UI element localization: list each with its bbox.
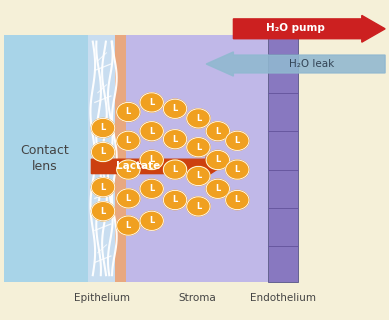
Circle shape xyxy=(187,109,210,128)
Text: L: L xyxy=(172,104,178,113)
Text: L: L xyxy=(100,148,106,156)
Circle shape xyxy=(140,179,163,198)
Text: H₂O leak: H₂O leak xyxy=(289,59,334,69)
Text: L: L xyxy=(100,124,106,132)
Circle shape xyxy=(163,190,187,210)
Text: L: L xyxy=(172,135,178,144)
FancyArrow shape xyxy=(91,156,222,176)
Circle shape xyxy=(117,216,140,235)
Circle shape xyxy=(206,179,230,198)
Text: L: L xyxy=(215,184,221,193)
Circle shape xyxy=(206,150,230,170)
Circle shape xyxy=(140,93,163,112)
Circle shape xyxy=(187,138,210,157)
Text: L: L xyxy=(100,183,106,192)
Circle shape xyxy=(117,102,140,122)
Circle shape xyxy=(140,211,163,230)
Text: Stroma: Stroma xyxy=(178,293,216,303)
Text: Contact
lens: Contact lens xyxy=(20,144,69,173)
Text: L: L xyxy=(172,196,178,204)
Bar xyxy=(268,35,298,282)
Circle shape xyxy=(226,160,249,179)
Text: L: L xyxy=(149,127,154,136)
Text: L: L xyxy=(196,143,201,152)
Text: L: L xyxy=(235,165,240,174)
FancyArrow shape xyxy=(206,52,385,76)
Circle shape xyxy=(206,122,230,141)
Text: L: L xyxy=(126,165,131,174)
Circle shape xyxy=(187,166,210,186)
Text: L: L xyxy=(149,216,154,225)
Bar xyxy=(126,35,268,282)
Circle shape xyxy=(91,142,115,162)
Text: L: L xyxy=(235,196,240,204)
Circle shape xyxy=(140,122,163,141)
Bar xyxy=(4,35,88,282)
Circle shape xyxy=(226,190,249,210)
Circle shape xyxy=(163,130,187,149)
Circle shape xyxy=(117,160,140,179)
Text: H₂O pump: H₂O pump xyxy=(266,23,325,33)
Circle shape xyxy=(91,202,115,221)
Bar xyxy=(88,35,117,282)
Text: Lactate: Lactate xyxy=(116,161,160,172)
Text: L: L xyxy=(126,136,131,145)
Circle shape xyxy=(117,189,140,208)
Text: L: L xyxy=(196,172,201,180)
Circle shape xyxy=(140,150,163,170)
Circle shape xyxy=(117,131,140,150)
Circle shape xyxy=(163,99,187,118)
Text: L: L xyxy=(100,207,106,216)
Text: L: L xyxy=(215,156,221,164)
Text: Endothelium: Endothelium xyxy=(250,293,316,303)
FancyArrow shape xyxy=(233,15,385,42)
Circle shape xyxy=(187,197,210,216)
Text: L: L xyxy=(196,202,201,211)
Text: L: L xyxy=(149,156,154,164)
Text: Epithelium: Epithelium xyxy=(74,293,130,303)
Circle shape xyxy=(91,178,115,197)
Text: L: L xyxy=(149,98,154,107)
Text: L: L xyxy=(172,165,178,174)
Text: L: L xyxy=(196,114,201,123)
Text: L: L xyxy=(215,127,221,136)
Bar xyxy=(115,35,126,282)
Circle shape xyxy=(163,160,187,179)
Text: L: L xyxy=(126,108,131,116)
Circle shape xyxy=(91,118,115,138)
Text: L: L xyxy=(235,136,240,145)
Circle shape xyxy=(226,131,249,150)
Text: L: L xyxy=(126,221,131,230)
Text: L: L xyxy=(149,184,154,193)
Text: L: L xyxy=(126,194,131,203)
